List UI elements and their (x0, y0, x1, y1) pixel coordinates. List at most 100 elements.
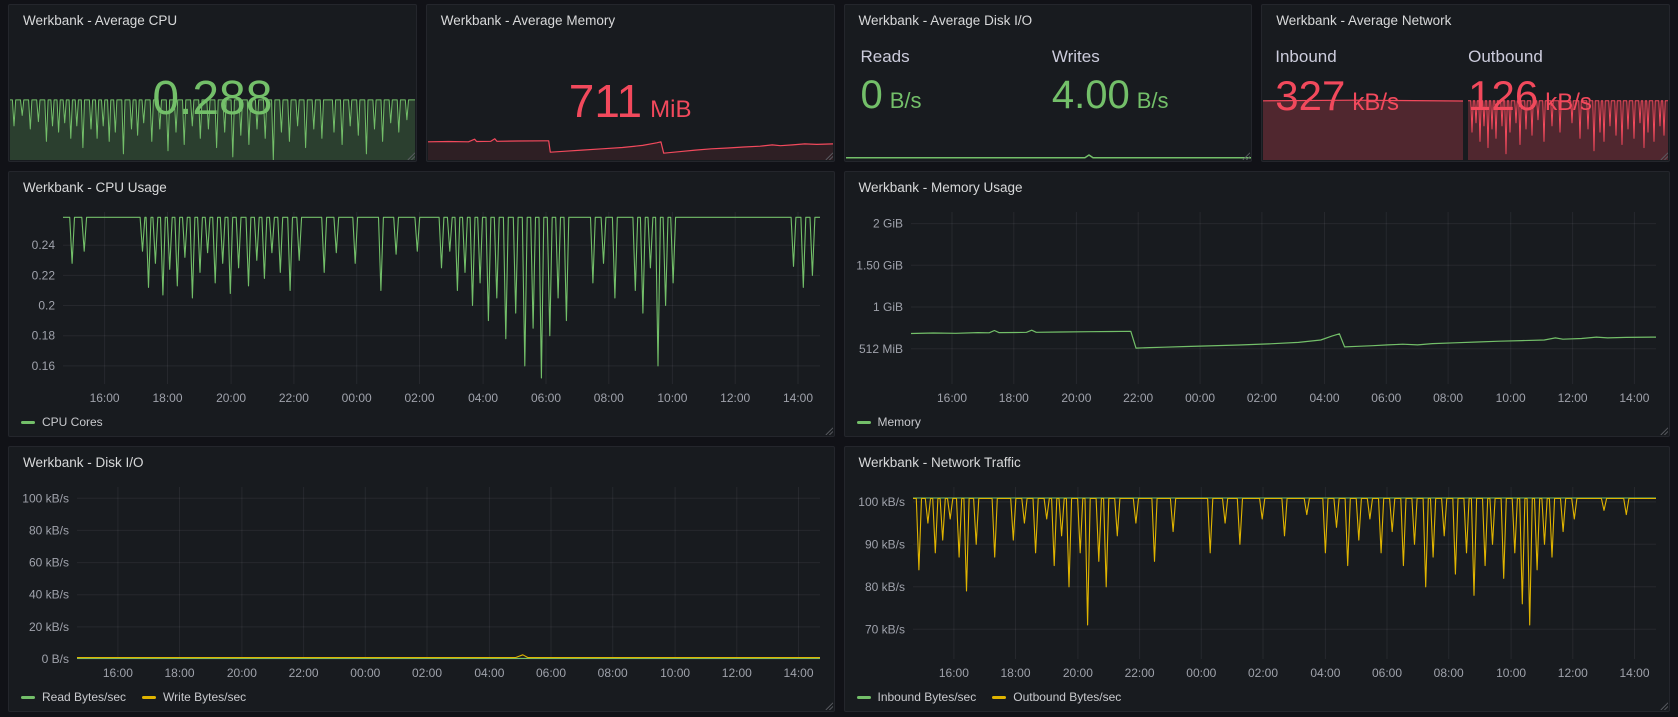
panel-title-avg-network[interactable]: Werkbank - Average Network (1276, 13, 1452, 28)
svg-text:20:00: 20:00 (1062, 666, 1092, 680)
legend-item-outbound-bytes[interactable]: Outbound Bytes/sec (992, 690, 1121, 704)
legend-label: CPU Cores (42, 415, 103, 429)
panel-title-avg-memory[interactable]: Werkbank - Average Memory (440, 13, 616, 28)
svg-text:0.2: 0.2 (38, 299, 55, 313)
disk-writes-unit: B/s (1136, 88, 1169, 113)
disk-writes-value-group: 4.00 B/s (1052, 75, 1243, 115)
avg-disk-stats: Reads 0 B/s Writes 4.00 B/s (861, 47, 1244, 115)
memory-usage-chart[interactable]: 2 GiB 1.50 GiB 1 GiB 512 MiB 16:00 18:00 20:00… (853, 204, 1662, 408)
svg-text:04:00: 04:00 (474, 666, 504, 680)
svg-text:06:00: 06:00 (1371, 666, 1401, 680)
cpu-usage-legend: CPU Cores (21, 415, 103, 429)
legend-color-swatch (21, 695, 35, 699)
svg-text:70 kB/s: 70 kB/s (864, 622, 904, 636)
disk-reads-value-group: 0 B/s (861, 75, 1052, 115)
panel-avg-memory: Werkbank - Average Memory 711 MiB (425, 4, 835, 162)
svg-text:80 kB/s: 80 kB/s (29, 523, 69, 537)
svg-text:20:00: 20:00 (1061, 391, 1091, 405)
network-inbound-value-group: 327 kB/s (1275, 75, 1468, 117)
svg-text:100 kB/s: 100 kB/s (858, 495, 905, 509)
panel-resize-handle[interactable] (1241, 151, 1251, 160)
svg-text:18:00: 18:00 (152, 391, 182, 405)
svg-text:0.24: 0.24 (32, 238, 56, 252)
svg-text:0.22: 0.22 (32, 268, 56, 282)
network-inbound-unit: kB/s (1352, 89, 1400, 116)
svg-text:06:00: 06:00 (536, 666, 566, 680)
legend-item-inbound-bytes[interactable]: Inbound Bytes/sec (856, 690, 976, 704)
svg-text:14:00: 14:00 (783, 666, 813, 680)
panel-resize-handle[interactable] (1659, 701, 1668, 710)
network-outbound-value: 126 (1468, 72, 1539, 119)
legend-color-swatch (856, 695, 871, 699)
svg-text:100 kB/s: 100 kB/s (22, 491, 69, 505)
svg-text:512 MiB: 512 MiB (858, 342, 902, 356)
network-outbound-sparkline (1467, 98, 1668, 160)
legend-item-read-bytes[interactable]: Read Bytes/sec (21, 690, 126, 704)
panel-title-memory-usage[interactable]: Werkbank - Memory Usage (858, 180, 1023, 195)
svg-text:00:00: 00:00 (1185, 391, 1215, 405)
svg-text:22:00: 22:00 (1124, 666, 1154, 680)
svg-text:04:00: 04:00 (1310, 666, 1340, 680)
panel-title-cpu-usage[interactable]: Werkbank - CPU Usage (23, 180, 167, 195)
svg-text:40 kB/s: 40 kB/s (29, 588, 69, 602)
svg-text:90 kB/s: 90 kB/s (864, 537, 904, 551)
avg-memory-sparkline (427, 134, 833, 160)
avg-cpu-sparkline (10, 98, 415, 160)
legend-label: Read Bytes/sec (42, 690, 127, 704)
panel-avg-disk: Werkbank - Average Disk I/O Reads 0 B/s … (843, 4, 1253, 162)
legend-label: Write Bytes/sec (163, 690, 247, 704)
disk-reads-stat: Reads 0 B/s (861, 47, 1052, 115)
panel-title-network-traffic[interactable]: Werkbank - Network Traffic (858, 455, 1021, 470)
svg-text:22:00: 22:00 (289, 666, 319, 680)
panel-avg-cpu: Werkbank - Average CPU 0.288 (8, 4, 417, 162)
svg-text:16:00: 16:00 (938, 666, 968, 680)
svg-text:00:00: 00:00 (350, 666, 380, 680)
memory-usage-legend: Memory (856, 415, 921, 429)
svg-text:1.50 GiB: 1.50 GiB (856, 258, 903, 272)
panel-resize-handle[interactable] (824, 701, 833, 710)
legend-item-memory[interactable]: Memory (856, 415, 921, 429)
legend-item-write-bytes[interactable]: Write Bytes/sec (142, 690, 246, 704)
svg-text:02:00: 02:00 (1246, 391, 1276, 405)
svg-text:12:00: 12:00 (1557, 391, 1587, 405)
svg-text:20:00: 20:00 (216, 391, 246, 405)
panel-resize-handle[interactable] (1659, 426, 1668, 435)
row-io: Werkbank - Disk I/O 100 kB/s 80 kB/s 60 kB… (8, 446, 1670, 712)
svg-text:14:00: 14:00 (1619, 391, 1649, 405)
network-traffic-chart[interactable]: 100 kB/s 90 kB/s 80 kB/s 70 kB/s 16:00 18:00 2… (853, 479, 1662, 683)
svg-text:18:00: 18:00 (164, 666, 194, 680)
svg-text:0.18: 0.18 (32, 329, 56, 343)
disk-io-chart[interactable]: 100 kB/s 80 kB/s 60 kB/s 40 kB/s 20 kB/s 0 B/… (17, 479, 826, 683)
network-inbound-stat: Inbound 327 kB/s (1275, 47, 1468, 117)
disk-writes-label: Writes (1051, 47, 1100, 66)
svg-text:08:00: 08:00 (594, 391, 624, 405)
disk-reads-label: Reads (860, 47, 910, 66)
network-outbound-unit: kB/s (1545, 89, 1592, 116)
network-inbound-label: Inbound (1275, 47, 1337, 66)
panel-title-avg-cpu[interactable]: Werkbank - Average CPU (23, 13, 178, 28)
svg-text:08:00: 08:00 (1433, 391, 1463, 405)
svg-text:10:00: 10:00 (1496, 666, 1526, 680)
panel-resize-handle[interactable] (1659, 151, 1668, 160)
network-inbound-sparkline (1263, 98, 1464, 160)
legend-item-cpu-cores[interactable]: CPU Cores (21, 415, 103, 429)
panel-resize-handle[interactable] (406, 151, 415, 160)
legend-color-swatch (142, 695, 157, 699)
svg-text:02:00: 02:00 (404, 391, 434, 405)
disk-writes-value: 4.00 (1051, 73, 1130, 117)
panel-title-avg-disk[interactable]: Werkbank - Average Disk I/O (858, 13, 1033, 28)
panel-title-disk-io[interactable]: Werkbank - Disk I/O (23, 455, 144, 470)
svg-text:0.16: 0.16 (32, 359, 56, 373)
cpu-usage-chart[interactable]: 0.24 0.22 0.2 0.18 0.16 16:00 18:00 20:00 22:00 0… (17, 204, 826, 408)
panel-cpu-usage: Werkbank - CPU Usage 0.24 0.22 0.2 0.18 0.16… (8, 171, 835, 437)
svg-text:20:00: 20:00 (227, 666, 257, 680)
panel-resize-handle[interactable] (824, 426, 833, 435)
svg-text:16:00: 16:00 (90, 391, 120, 405)
svg-text:02:00: 02:00 (412, 666, 442, 680)
svg-text:22:00: 22:00 (1123, 391, 1153, 405)
svg-text:08:00: 08:00 (1433, 666, 1463, 680)
row-stats: Werkbank - Average CPU 0.288 Werkbank - … (8, 4, 1670, 162)
network-outbound-stat: Outbound 126 kB/s (1468, 47, 1661, 117)
svg-text:12:00: 12:00 (1557, 666, 1587, 680)
panel-resize-handle[interactable] (824, 151, 833, 160)
